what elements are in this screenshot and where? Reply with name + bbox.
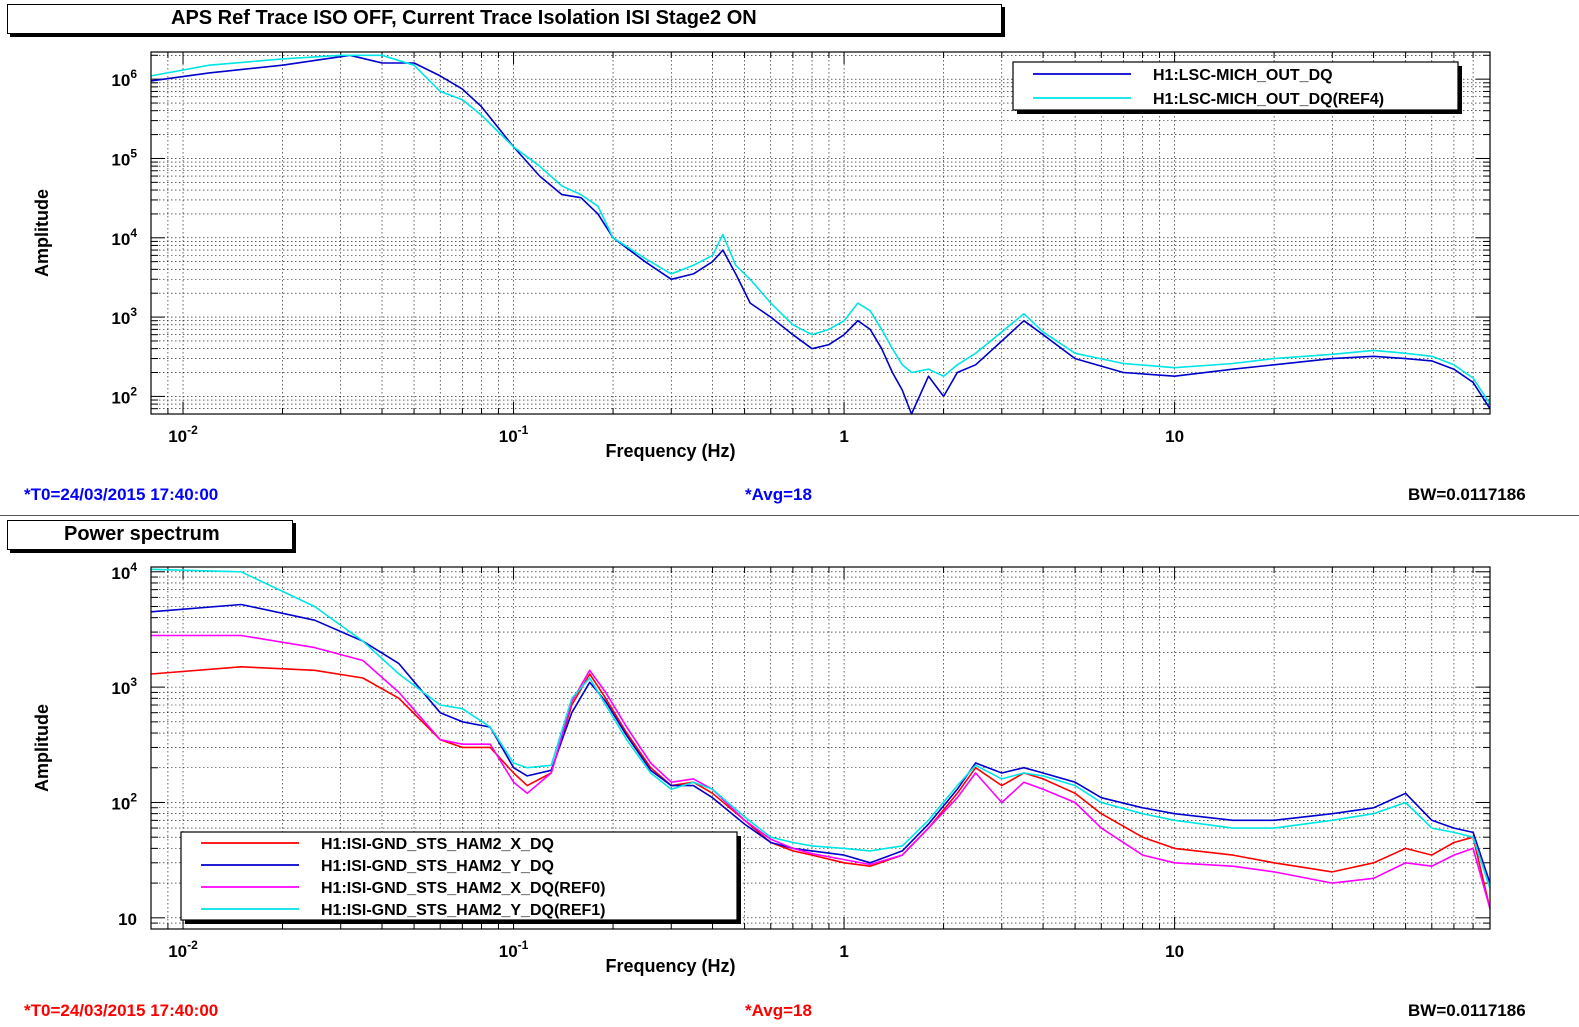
panel1-title: APS Ref Trace ISO OFF, Current Trace Iso… xyxy=(7,4,1002,34)
legend-box xyxy=(180,831,738,921)
panel1-avg: *Avg=18 xyxy=(745,485,812,504)
series-line-2 xyxy=(151,634,1491,909)
x-tick-label: 10 xyxy=(1165,427,1184,446)
legend-label-3: H1:ISI-GND_STS_HAM2_Y_DQ(REF1) xyxy=(321,902,606,919)
x-tick-label: 1 xyxy=(839,427,848,446)
y-tick-label: 104 xyxy=(111,560,137,583)
legend-label-2: H1:ISI-GND_STS_HAM2_X_DQ(REF0) xyxy=(321,880,606,897)
panel2-t0: *T0=24/03/2015 17:40:00 xyxy=(24,1001,219,1020)
y-tick-label: 106 xyxy=(111,67,137,90)
legend-label-0: H1:LSC-MICH_OUT_DQ xyxy=(1153,67,1333,84)
y-tick-label: 10 xyxy=(118,910,137,929)
y-tick-label: 103 xyxy=(111,305,137,328)
series-line-0 xyxy=(150,54,1491,415)
y-tick-label: 103 xyxy=(111,675,137,698)
panel1-t0: *T0=24/03/2015 17:40:00 xyxy=(24,485,219,504)
y-tick-label: 104 xyxy=(111,226,137,249)
y-tick-label: 102 xyxy=(111,790,137,813)
y-axis-label: Amplitude xyxy=(32,704,52,792)
y-tick-label: 102 xyxy=(111,384,137,407)
x-axis-label: Frequency (Hz) xyxy=(605,956,735,976)
series-line-1 xyxy=(150,54,1491,405)
legend-label-0: H1:ISI-GND_STS_HAM2_X_DQ xyxy=(321,836,554,853)
panel2-avg: *Avg=18 xyxy=(745,1001,812,1020)
plot-frame xyxy=(150,566,1491,930)
y-axis-label: Amplitude xyxy=(32,189,52,277)
series-line-3 xyxy=(150,568,1491,889)
legend-label-1: H1:ISI-GND_STS_HAM2_Y_DQ xyxy=(321,858,554,875)
x-tick-label: 10-2 xyxy=(168,423,198,446)
panel2-bw: BW=0.0117186 xyxy=(1408,1001,1526,1020)
x-tick-label: 10 xyxy=(1165,942,1184,961)
x-tick-label: 10-2 xyxy=(168,938,198,961)
series-line-1 xyxy=(150,603,1491,884)
panel-separator xyxy=(0,515,1579,516)
chart-panel2: 10-2 10-1 1 10 10 102 103 104 Frequency (Hz) Ampl… xyxy=(32,560,1491,976)
x-axis-label: Frequency (Hz) xyxy=(605,441,735,461)
grid-lines xyxy=(150,52,1491,415)
legend-box xyxy=(1012,61,1459,111)
x-tick-label: 10-1 xyxy=(499,423,529,446)
chart-panel1: 10-2 10-1 1 10 102 103 104 105 106 Frequency (Hz)… xyxy=(32,51,1491,461)
panel1-bw: BW=0.0117186 xyxy=(1408,485,1526,504)
y-tick-label: 105 xyxy=(111,146,137,169)
x-tick-label: 10-1 xyxy=(499,938,529,961)
panel2-title: Power spectrum xyxy=(7,520,293,550)
legend-label-1: H1:LSC-MICH_OUT_DQ(REF4) xyxy=(1153,91,1384,108)
x-tick-label: 1 xyxy=(839,942,848,961)
plot-frame xyxy=(150,51,1491,415)
